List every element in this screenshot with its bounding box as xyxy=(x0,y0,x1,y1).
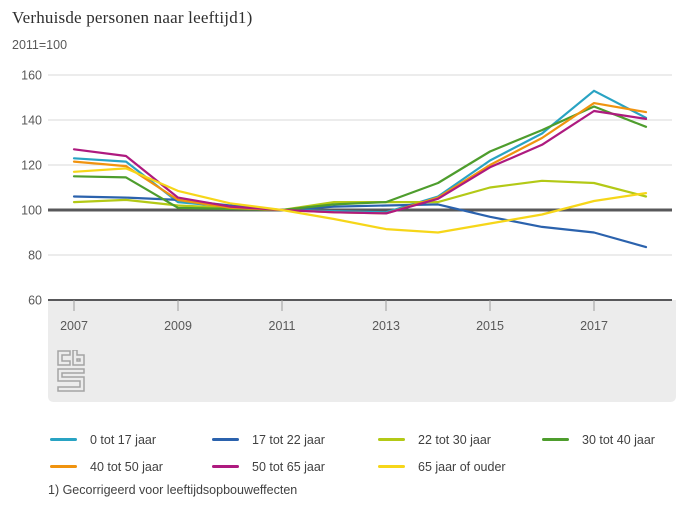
series-line-0-tot-17-jaar xyxy=(72,89,648,214)
legend-item-17-tot-22-jaar[interactable]: 17 tot 22 jaar xyxy=(212,433,378,447)
x-axis-band xyxy=(48,300,676,402)
x-axis-tick-label: 2015 xyxy=(476,319,504,333)
chart-footnote: 1) Gecorrigeerd voor leeftijdsopbouweffe… xyxy=(48,483,298,497)
x-axis-tick-label: 2011 xyxy=(269,319,296,333)
y-axis-tick-label: 80 xyxy=(28,249,42,263)
legend-item-22-tot-30-jaar[interactable]: 22 tot 30 jaar xyxy=(378,433,542,447)
y-axis-tick-label: 140 xyxy=(21,114,42,128)
legend-item-30-tot-40-jaar[interactable]: 30 tot 40 jaar xyxy=(542,433,664,447)
y-axis-tick-label: 120 xyxy=(21,159,42,173)
chart-unit-subtitle: 2011=100 xyxy=(12,38,68,52)
legend-swatch-icon xyxy=(212,438,239,441)
series-line-65-jaar-of-ouder xyxy=(72,167,648,234)
legend-item-65-jaar-of-ouder[interactable]: 65 jaar of ouder xyxy=(378,460,542,474)
legend-label: 40 tot 50 jaar xyxy=(90,459,163,474)
y-axis-tick-label: 100 xyxy=(21,204,42,218)
chart-area: 60 80 100 120 140 160 2007 2009 2011 2013 2015 2017 xyxy=(21,69,676,402)
legend-swatch-icon xyxy=(50,465,77,468)
x-axis-tick-label: 2013 xyxy=(372,319,400,333)
chart-legend: 0 tot 17 jaar 17 tot 22 jaar 22 tot 30 jaa… xyxy=(50,426,664,480)
series-line-50-tot-65-jaar xyxy=(72,109,648,215)
x-axis-tick-label: 2007 xyxy=(60,319,88,333)
legend-item-0-tot-17-jaar[interactable]: 0 tot 17 jaar xyxy=(50,433,212,447)
legend-swatch-icon xyxy=(50,438,77,441)
y-axis-tick-label: 160 xyxy=(21,69,42,83)
legend-label: 50 tot 65 jaar xyxy=(252,459,325,474)
legend-swatch-icon xyxy=(378,438,405,441)
legend-swatch-icon xyxy=(212,465,239,468)
legend-label: 17 tot 22 jaar xyxy=(252,432,325,447)
series-line-30-tot-40-jaar xyxy=(72,105,648,212)
series-line-17-tot-22-jaar xyxy=(72,195,648,249)
legend-label: 65 jaar of ouder xyxy=(418,459,506,474)
legend-swatch-icon xyxy=(378,465,405,468)
legend-label: 22 tot 30 jaar xyxy=(418,432,491,447)
legend-label: 0 tot 17 jaar xyxy=(90,432,157,447)
x-axis-tick-label: 2017 xyxy=(580,319,608,333)
legend-label: 30 tot 40 jaar xyxy=(582,432,655,447)
cbs-logo-icon xyxy=(57,350,85,392)
legend-swatch-icon xyxy=(542,438,569,441)
line-chart-svg: 60 80 100 120 140 160 2007 2009 2011 2013 2015 2017 xyxy=(21,69,676,402)
chart-title: Verhuisde personen naar leeftijd1) xyxy=(12,8,253,27)
legend-item-40-tot-50-jaar[interactable]: 40 tot 50 jaar xyxy=(50,460,212,474)
x-axis-tick-label: 2009 xyxy=(164,319,192,333)
legend-item-50-tot-65-jaar[interactable]: 50 tot 65 jaar xyxy=(212,460,378,474)
series-line-22-tot-30-jaar xyxy=(72,179,648,212)
y-axis-tick-label: 60 xyxy=(28,294,42,308)
